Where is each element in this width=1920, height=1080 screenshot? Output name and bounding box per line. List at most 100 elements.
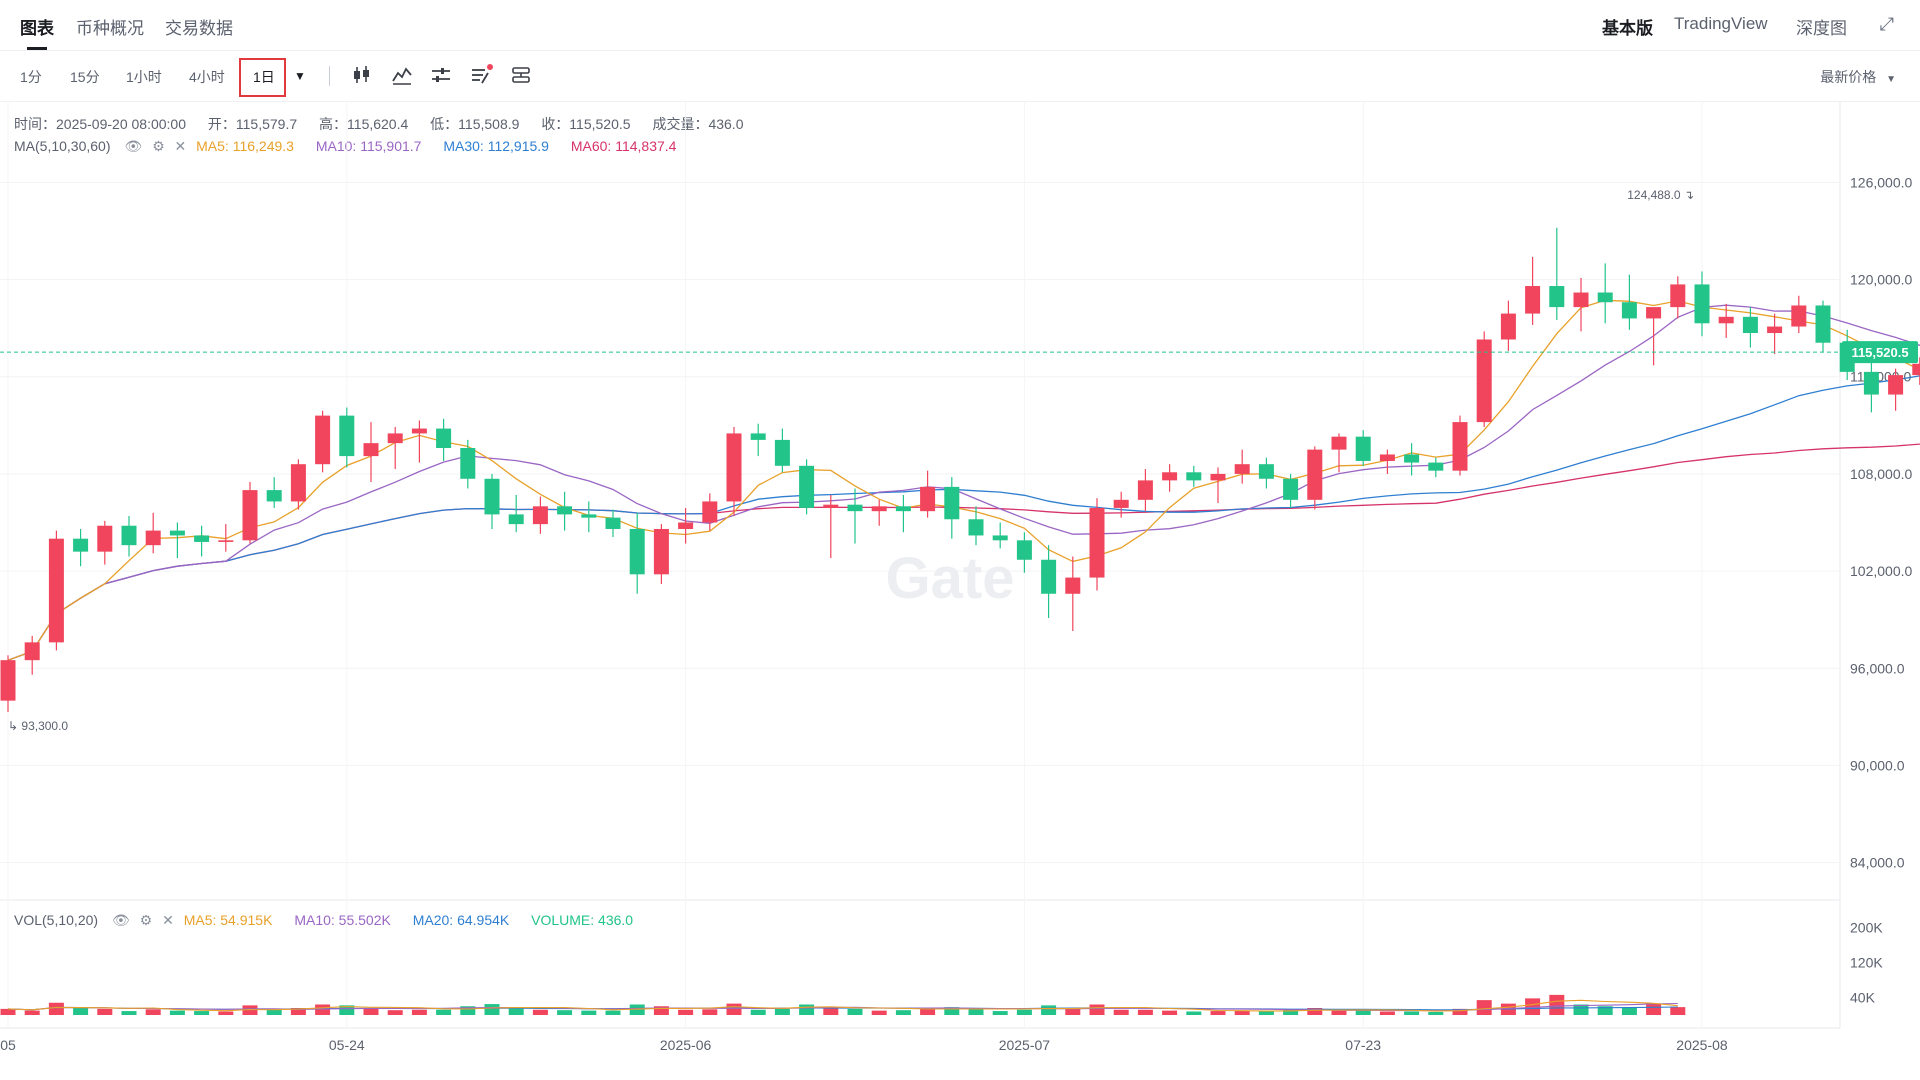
tab-basic-view[interactable]: 基本版	[1602, 19, 1653, 38]
candle-body	[799, 465, 815, 508]
volume-bar	[895, 1010, 911, 1015]
timeframe-4h[interactable]: 4小时	[189, 69, 225, 85]
settings-icon[interactable]	[428, 62, 454, 88]
candle	[460, 439, 476, 489]
compare-icon[interactable]	[508, 62, 534, 88]
candle	[557, 491, 573, 531]
volume-bar	[1670, 1007, 1686, 1015]
volume-bar	[1404, 1011, 1420, 1015]
vol-ma5-line	[7, 999, 1678, 1012]
candle-body	[1186, 472, 1202, 481]
candle	[1355, 430, 1371, 466]
volume-bar	[1065, 1008, 1081, 1015]
ohlc-volume: 成交量：436.0	[652, 116, 744, 132]
price-type-label: 最新价格	[1820, 69, 1877, 85]
volume-axis-tick-label: 200K	[1850, 920, 1883, 936]
candle	[363, 422, 379, 483]
tab-tradingview[interactable]: TradingView	[1674, 14, 1768, 33]
candle	[944, 477, 960, 539]
fullscreen-icon[interactable]: ⤢	[1879, 14, 1894, 34]
volume-bar	[169, 1010, 185, 1015]
volume-bar	[218, 1011, 234, 1015]
ohlc-time: 时间：2025-09-20 08:00:00	[14, 116, 186, 132]
ohlc-readout: 时间：2025-09-20 08:00:00 开：115,579.7 高：115…	[14, 114, 762, 134]
candle	[920, 470, 936, 518]
candle	[1888, 368, 1904, 411]
volume-bar	[726, 1003, 742, 1015]
y-axis-tick-label: 108,000.0	[1850, 466, 1912, 482]
price-type-select[interactable]: 最新价格 ▼	[1820, 67, 1896, 87]
ohlc-high: 高：115,620.4	[319, 116, 409, 132]
volume-bar	[290, 1008, 306, 1015]
candle-body	[218, 540, 234, 542]
ohlc-low: 低：115,508.9	[430, 116, 520, 132]
drawing-tools-icon[interactable]	[468, 62, 494, 88]
ohlc-close: 收：115,520.5	[541, 116, 631, 132]
volume-bar	[1379, 1011, 1395, 1015]
settings-gear-icon[interactable]: ⚙	[139, 912, 153, 928]
volume-bar	[1186, 1011, 1202, 1015]
x-axis-tick-label: 07-23	[1345, 1037, 1381, 1053]
x-axis-tick-label: 2025-08	[1676, 1037, 1728, 1053]
volume-bar	[702, 1009, 718, 1015]
candle	[1379, 449, 1395, 474]
volume-bar	[266, 1009, 282, 1015]
eye-icon[interactable]: 👁	[111, 912, 130, 928]
ma5-line	[7, 299, 1920, 661]
y-axis-tick-label: 102,000.0	[1850, 563, 1912, 579]
candle	[194, 525, 210, 557]
candle	[992, 522, 1008, 549]
vol-ma20-value: MA20: 64.954K	[412, 912, 510, 928]
timeframe-1m[interactable]: 1分	[20, 69, 42, 85]
volume-axis-tick-label: 40K	[1850, 990, 1876, 1006]
candle	[1525, 256, 1541, 325]
candle	[605, 509, 621, 538]
candle-body	[1525, 286, 1541, 314]
ma60-line	[7, 443, 1920, 661]
volume-bar	[871, 1010, 887, 1015]
tab-trading-data[interactable]: 交易数据	[165, 19, 233, 38]
close-icon[interactable]: ✕	[162, 912, 174, 928]
candle-body	[1210, 473, 1226, 481]
candle-body	[532, 506, 548, 525]
candle	[726, 426, 742, 517]
tab-chart[interactable]: 图表	[20, 19, 54, 38]
candle-body	[1234, 464, 1250, 474]
candle-body	[460, 448, 476, 479]
candle	[1549, 227, 1565, 321]
candle	[266, 477, 282, 508]
candle-body	[73, 538, 89, 552]
y-axis-tick-label: 96,000.0	[1850, 660, 1905, 676]
candle	[0, 655, 16, 712]
tab-coin-overview[interactable]: 币种概况	[76, 19, 144, 38]
timeframe-15m[interactable]: 15分	[70, 69, 100, 85]
volume-bar	[1621, 1007, 1637, 1015]
candle	[24, 635, 40, 675]
candle-body	[242, 490, 258, 541]
timeframe-1h[interactable]: 1小时	[126, 69, 162, 85]
candle-body	[1767, 326, 1783, 334]
volume-bar	[823, 1007, 839, 1015]
eye-icon[interactable]: 👁	[124, 138, 143, 154]
candle	[532, 496, 548, 534]
timeframe-1d[interactable]: 1日	[253, 69, 275, 85]
settings-gear-icon[interactable]: ⚙	[152, 138, 165, 154]
timeframe-dropdown-icon[interactable]: ▼	[294, 69, 306, 83]
candle-body	[1888, 375, 1904, 395]
y-axis-tick-label: 90,000.0	[1850, 757, 1905, 773]
ma-legend: MA(5,10,30,60) 👁 ⚙ ✕ MA5: 116,249.3 MA10…	[14, 138, 694, 155]
active-timeframe-highlight	[239, 58, 286, 97]
volume-bar	[242, 1005, 258, 1015]
close-icon[interactable]: ✕	[174, 138, 187, 154]
candle-style-icon[interactable]	[349, 62, 375, 88]
ma30-value: MA30: 112,915.9	[443, 138, 549, 154]
y-axis-tick-label: 126,000.0	[1850, 174, 1912, 190]
candle	[1137, 469, 1153, 512]
current-price-badge	[1842, 341, 1918, 364]
volume-bar	[484, 1004, 500, 1015]
tab-depth-chart[interactable]: 深度图	[1796, 19, 1847, 38]
candle	[1597, 263, 1613, 324]
volume-legend: VOL(5,10,20) 👁 ⚙ ✕ MA5: 54.915K MA10: 55…	[14, 912, 651, 929]
indicator-icon[interactable]	[389, 62, 415, 88]
